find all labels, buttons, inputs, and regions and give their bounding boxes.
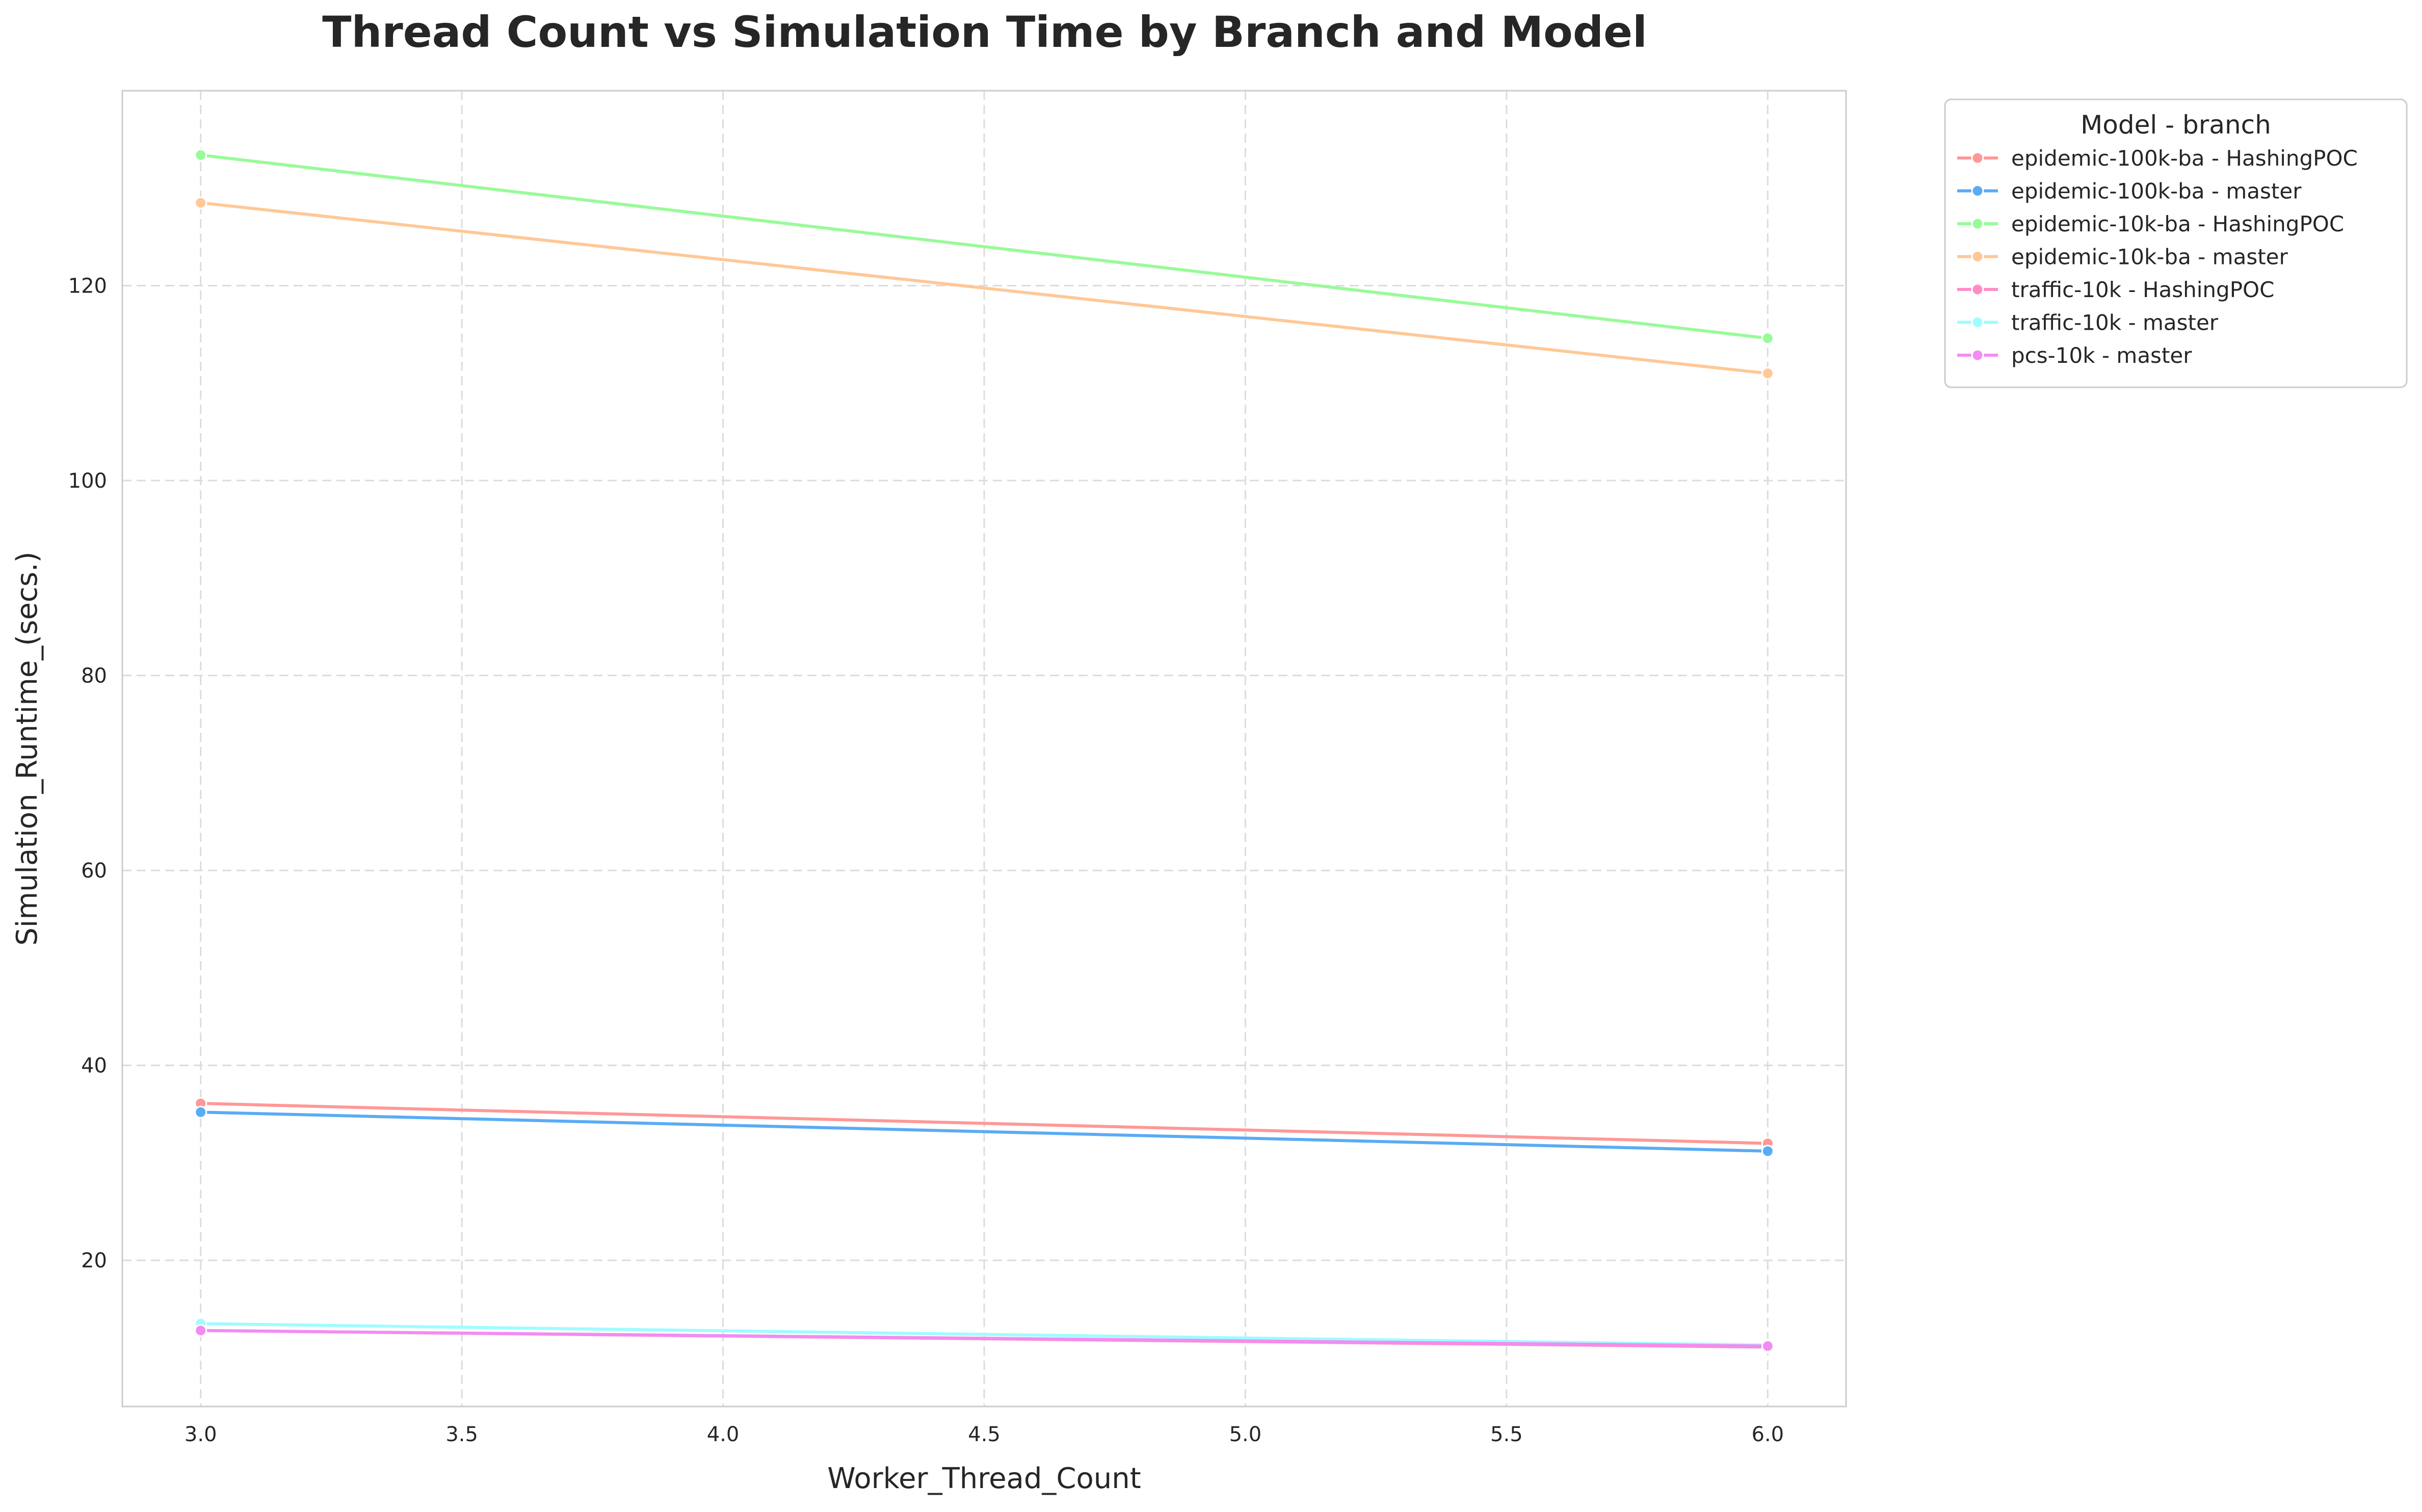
legend-title: Model - branch [2081,110,2271,140]
series-6 [194,1324,1774,1352]
y-tick-label: 80 [81,665,107,688]
legend-marker [1971,217,1984,230]
legend-marker [1971,184,1984,197]
y-tick-label: 100 [68,469,107,493]
series-line [199,1329,1770,1348]
legend-item: epidemic-100k-ba - HashingPOC [1957,146,2358,171]
legend-marker [1971,349,1984,362]
data-point [1761,367,1774,380]
legend-marker [1971,250,1984,263]
data-point [194,1324,207,1337]
x-axis-ticks: 3.0 3.5 4.0 4.5 5.0 5.5 6.0 [185,1423,1784,1446]
series-1 [194,1105,1774,1158]
x-tick-label: 4.5 [968,1423,1001,1446]
legend-label: pcs-10k - master [2011,343,2192,368]
legend-marker [1971,283,1984,296]
y-tick-label: 60 [81,859,107,883]
legend-label: epidemic-10k-ba - master [2011,245,2288,270]
legend-item: epidemic-10k-ba - HashingPOC [1957,211,2344,236]
legend-item: traffic-10k - master [1957,310,2219,335]
legend: Model - branch epidemic-100k-ba - Hashin… [1944,98,2408,388]
x-tick-label: 5.5 [1490,1423,1523,1446]
x-tick-label: 6.0 [1751,1423,1784,1446]
legend-label: traffic-10k - master [2011,310,2219,335]
legend-label: epidemic-10k-ba - HashingPOC [2011,211,2344,236]
x-tick-label: 5.0 [1229,1423,1262,1446]
series-2 [194,148,1774,345]
series-line [199,201,1770,375]
y-tick-label: 20 [81,1249,107,1272]
legend-label: traffic-10k - HashingPOC [2011,277,2274,302]
data-point [1761,332,1774,345]
data-point [1761,1339,1774,1352]
series-line [199,1322,1770,1347]
x-tick-label: 3.0 [185,1423,217,1446]
legend-label: epidemic-100k-ba - master [2011,179,2302,204]
y-tick-label: 40 [81,1054,107,1078]
data-point [194,148,207,162]
series-line [199,1110,1770,1153]
x-axis-label: Worker_Thread_Count [827,1462,1141,1495]
legend-label: epidemic-100k-ba - HashingPOC [2011,146,2358,171]
series-line [199,1102,1770,1145]
plot-frame [121,90,1847,1408]
legend-box [1944,98,2408,388]
legend-item: epidemic-100k-ba - master [1957,179,2302,204]
legend-marker [1971,316,1984,329]
legend-item: pcs-10k - master [1957,343,2192,368]
x-tick-label: 4.0 [707,1423,740,1446]
series-3 [194,196,1774,380]
series-group [194,148,1774,1354]
series-line [199,153,1770,340]
data-point [194,196,207,209]
chart-title: Thread Count vs Simulation Time by Branc… [322,7,1647,57]
data-point [194,1105,207,1119]
grid [122,91,1846,1407]
y-tick-label: 120 [68,275,107,298]
legend-item: traffic-10k - HashingPOC [1957,277,2274,302]
data-point [1761,1145,1774,1158]
legend-marker [1971,151,1984,165]
x-tick-label: 3.5 [445,1423,478,1446]
y-axis-ticks: 20 40 60 80 100 120 [68,275,107,1273]
y-axis-label: Simulation_Runtime_(secs.) [11,551,44,945]
legend-item: epidemic-10k-ba - master [1957,245,2288,270]
legend-items: epidemic-100k-ba - HashingPOC epidemic-10… [1957,146,2358,368]
